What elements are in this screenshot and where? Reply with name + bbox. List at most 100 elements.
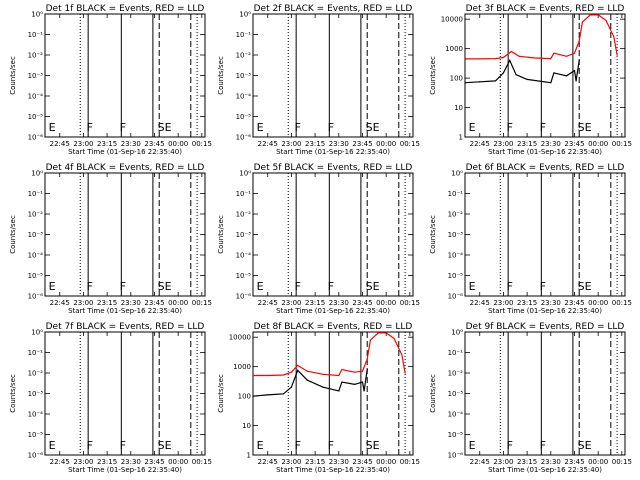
data-point <box>366 368 368 371</box>
x-tick-label: 00:15 <box>612 458 632 466</box>
x-tick-label: 23:45 <box>564 458 584 466</box>
y-tick-label: 10⁻⁵ <box>28 272 44 280</box>
y-axis-label: Counts/sec <box>9 56 17 95</box>
x-tick-label: 22:45 <box>470 458 490 466</box>
data-series-black <box>465 59 580 84</box>
x-tick-label: 23:15 <box>517 458 537 466</box>
data-point <box>515 74 517 76</box>
y-axis-label: Counts/sec <box>9 215 17 254</box>
y-tick-label: 10⁻⁶ <box>236 293 252 301</box>
event-label: E <box>49 121 56 134</box>
event-label: F <box>507 439 513 452</box>
y-tick-label: 10⁻⁵ <box>448 431 464 439</box>
event-label: F <box>120 121 126 134</box>
y-tick-label: 10⁻⁶ <box>448 293 464 301</box>
x-tick-label: 00:15 <box>192 458 212 466</box>
data-point <box>494 80 497 82</box>
plot-frame <box>44 172 206 297</box>
y-tick-label: 10000 <box>441 16 463 24</box>
data-point <box>589 14 591 16</box>
x-tick-label: 23:30 <box>541 458 561 466</box>
data-point <box>578 40 580 42</box>
x-tick-label: 23:15 <box>97 140 117 148</box>
y-tick-label: 10⁻² <box>448 211 464 219</box>
y-tick-label: 100 <box>450 75 463 83</box>
y-tick-label: 10⁻⁵ <box>28 431 44 439</box>
x-tick-label: 23:00 <box>73 299 93 307</box>
y-axis-label: Counts/sec <box>429 56 437 95</box>
x-tick-label: 23:00 <box>73 458 93 466</box>
x-tick-label: 23:00 <box>493 458 513 466</box>
y-tick-label: 1000 <box>445 45 463 53</box>
x-tick-label: 23:45 <box>352 140 372 148</box>
y-tick-label: 10⁻⁴ <box>28 252 44 260</box>
y-tick-label: 10⁻⁴ <box>28 411 44 419</box>
event-label: E <box>49 280 56 293</box>
data-point <box>613 36 615 38</box>
event-label: F <box>295 439 301 452</box>
y-tick-label: 10⁻³ <box>28 72 44 80</box>
event-label: SE <box>158 121 172 134</box>
x-tick-label: 23:45 <box>144 458 164 466</box>
y-tick-label: 10⁰ <box>31 170 43 178</box>
y-tick-label: 10 <box>454 104 463 112</box>
x-tick-label: 00:15 <box>192 299 212 307</box>
data-point <box>252 374 255 377</box>
x-tick-label: 00:15 <box>400 140 420 148</box>
event-label: SE <box>158 439 172 452</box>
y-tick-label: 10⁻⁵ <box>236 113 252 121</box>
x-axis-label: Start Time (01-Sep-16 22:35:40) <box>276 466 390 474</box>
y-tick-label: 10⁻³ <box>28 390 44 398</box>
event-label: SE <box>366 280 380 293</box>
x-tick-label: 00:15 <box>400 458 420 466</box>
data-point <box>616 54 618 56</box>
event-label: E <box>469 439 476 452</box>
event-label: E <box>469 280 476 293</box>
data-point <box>252 395 255 397</box>
y-tick-label: 10⁰ <box>31 11 43 19</box>
y-tick-label: 10⁻⁵ <box>28 113 44 121</box>
y-tick-label: 10⁰ <box>451 329 463 337</box>
y-tick-label: 10⁻¹ <box>28 31 44 39</box>
x-tick-label: 23:00 <box>281 299 301 307</box>
y-axis-label: Counts/sec <box>9 374 17 413</box>
data-point <box>518 55 520 57</box>
y-tick-label: 10⁻³ <box>448 390 464 398</box>
data-point <box>605 19 607 22</box>
x-axis-label: Start Time (01-Sep-16 22:35:40) <box>276 148 390 156</box>
y-tick-label: 10⁻¹ <box>236 31 252 39</box>
x-tick-label: 00:15 <box>400 299 420 307</box>
x-tick-label: 22:45 <box>50 140 70 148</box>
y-tick-label: 10⁻¹ <box>28 349 44 357</box>
x-axis-label: Start Time (01-Sep-16 22:35:40) <box>68 307 182 315</box>
y-tick-label: 1 <box>459 134 463 142</box>
y-tick-label: 10⁻² <box>28 370 44 378</box>
y-tick-label: 10⁰ <box>239 170 251 178</box>
y-tick-label: 10⁻³ <box>28 231 44 239</box>
y-tick-label: 10⁻³ <box>236 231 252 239</box>
y-tick-label: 10⁻⁴ <box>448 252 464 260</box>
panel-title: Det 2f BLACK = Events, RED = LLD <box>254 4 413 14</box>
y-tick-label: 10⁻⁵ <box>448 272 464 280</box>
data-point <box>377 332 379 334</box>
data-point <box>267 374 269 377</box>
x-tick-label: 22:45 <box>50 299 70 307</box>
x-tick-label: 23:30 <box>329 299 349 307</box>
data-point <box>341 381 343 383</box>
x-axis-label: Start Time (01-Sep-16 22:35:40) <box>68 466 182 474</box>
data-point <box>306 370 308 372</box>
event-label: E <box>469 121 476 134</box>
y-tick-label: 10⁻¹ <box>28 190 44 198</box>
data-series-red <box>465 14 618 60</box>
event-label: F <box>120 280 126 293</box>
x-tick-label: 23:00 <box>281 140 301 148</box>
data-point <box>581 21 583 23</box>
data-point <box>464 58 467 60</box>
data-point <box>297 369 299 371</box>
y-tick-label: 10⁰ <box>451 170 463 178</box>
y-tick-label: 100 <box>238 393 251 401</box>
y-tick-label: 10⁻⁶ <box>28 134 44 142</box>
